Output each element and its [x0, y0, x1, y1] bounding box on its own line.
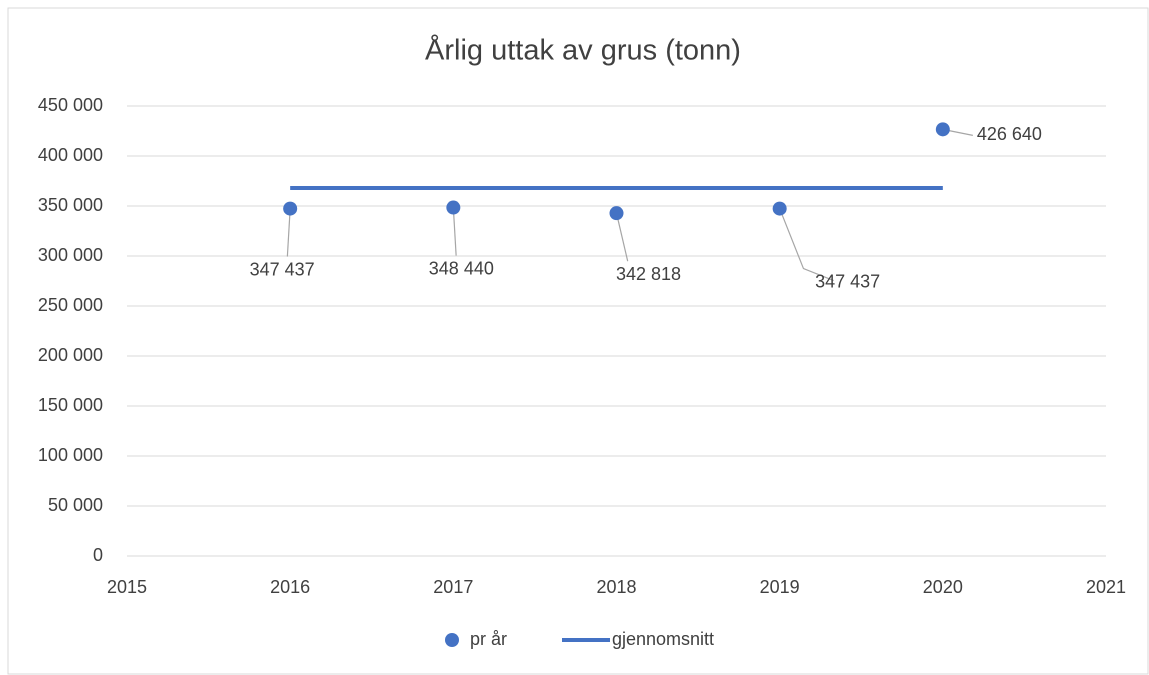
y-tick-label: 100 000	[38, 445, 103, 465]
x-tick-label: 2021	[1086, 577, 1126, 597]
y-tick-label: 50 000	[48, 495, 103, 515]
data-point	[935, 122, 950, 137]
data-label: 347 437	[250, 259, 315, 279]
chart-title: Årlig uttak av grus (tonn)	[425, 34, 741, 67]
data-label: 342 818	[616, 264, 681, 284]
data-point	[283, 201, 298, 216]
y-tick-label: 200 000	[38, 345, 103, 365]
x-tick-label: 2017	[433, 577, 473, 597]
y-tick-label: 400 000	[38, 145, 103, 165]
x-tick-label: 2018	[596, 577, 636, 597]
x-tick-label: 2019	[760, 577, 800, 597]
data-label: 426 640	[977, 124, 1042, 144]
data-point	[772, 201, 787, 216]
legend-label: pr år	[470, 629, 507, 649]
x-tick-label: 2016	[270, 577, 310, 597]
x-tick-label: 2015	[107, 577, 147, 597]
leader-line	[452, 207, 457, 256]
leader-line	[286, 208, 291, 257]
y-tick-label: 450 000	[38, 95, 103, 115]
y-tick-label: 0	[93, 545, 103, 565]
data-label: 348 440	[429, 258, 494, 278]
leader-line	[615, 213, 629, 262]
legend-label: gjennomsnitt	[612, 629, 714, 649]
data-point	[609, 206, 624, 221]
y-tick-label: 250 000	[38, 295, 103, 315]
y-tick-label: 350 000	[38, 195, 103, 215]
legend-marker	[445, 633, 459, 647]
y-tick-label: 150 000	[38, 395, 103, 415]
data-label: 347 437	[815, 271, 880, 291]
x-tick-label: 2020	[923, 577, 963, 597]
chart-frame	[7, 7, 1149, 675]
data-point	[446, 200, 461, 215]
leader-line	[779, 208, 834, 282]
y-tick-label: 300 000	[38, 245, 103, 265]
